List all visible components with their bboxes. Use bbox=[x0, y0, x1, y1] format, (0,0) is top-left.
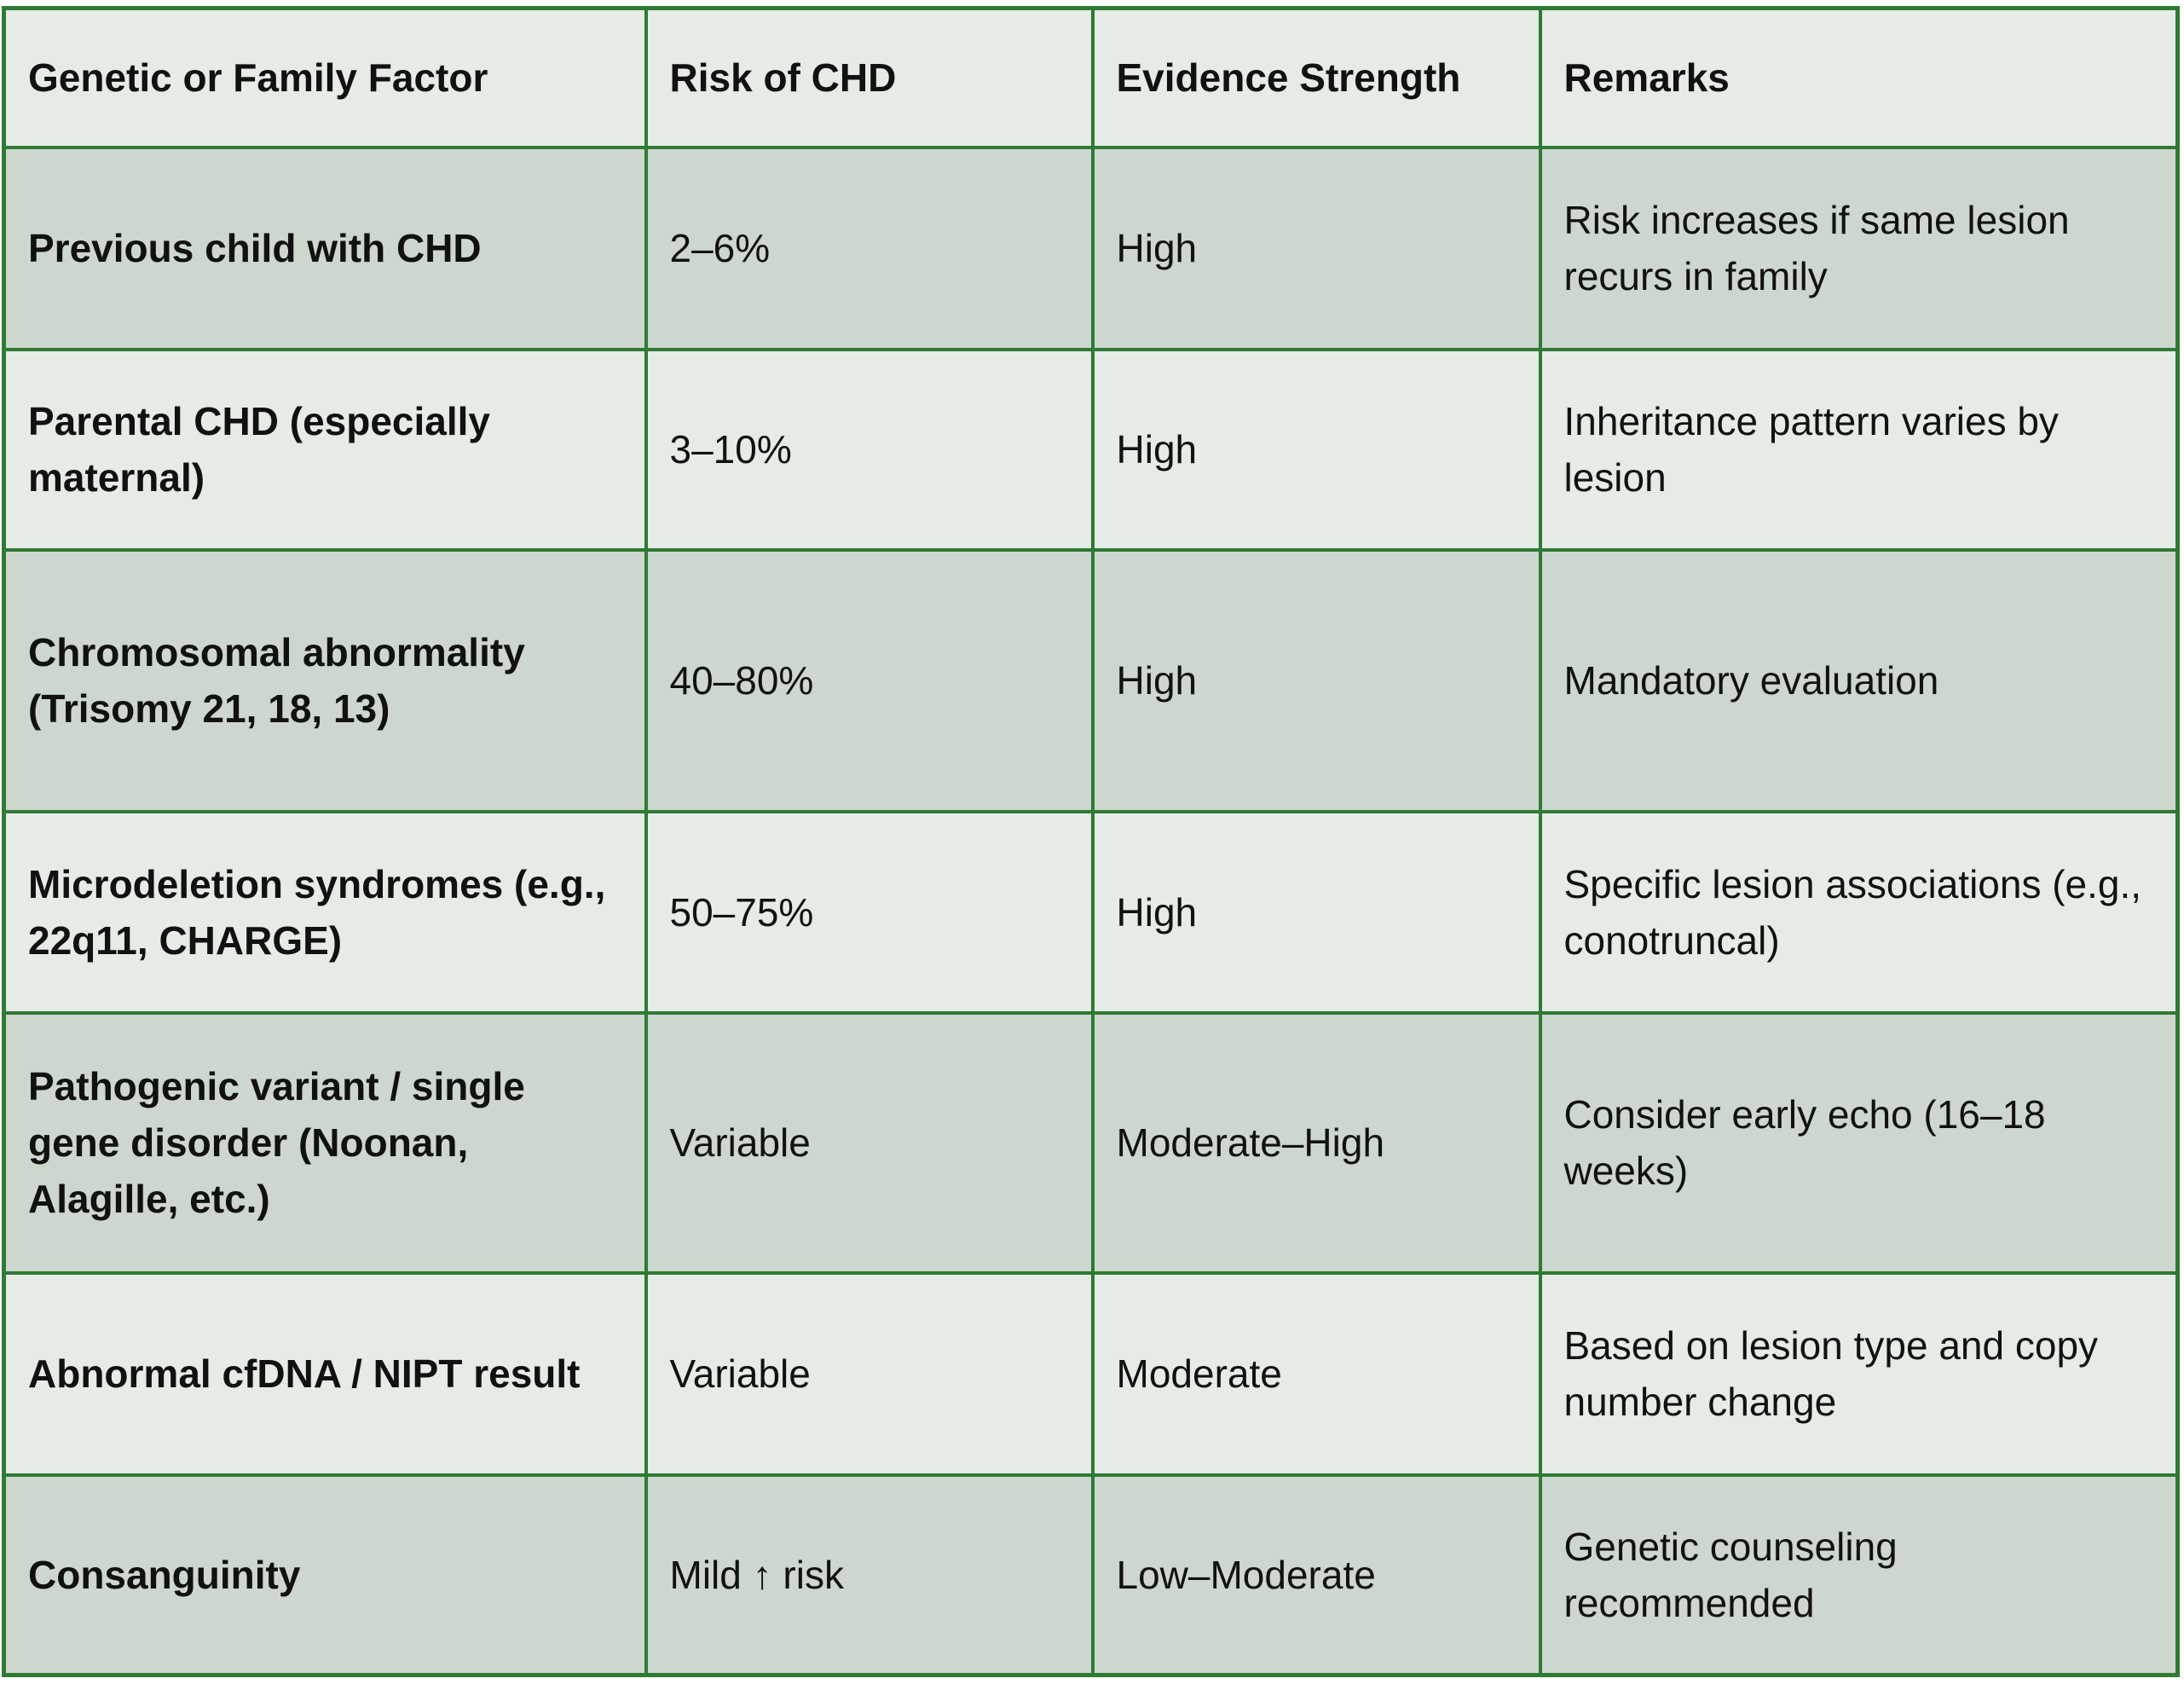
table-cell: Moderate–High bbox=[1090, 1010, 1542, 1275]
header-row: Genetic or Family Factor Risk of CHD Evide… bbox=[2, 6, 2180, 149]
table-cell: Variable bbox=[644, 1270, 1095, 1477]
factor-cell: Chromosomal abnormality (Trisomy 21, 18,… bbox=[2, 547, 648, 813]
factor-cell: Abnormal cfDNA / NIPT result bbox=[2, 1270, 648, 1477]
table-cell: Low–Moderate bbox=[1090, 1473, 1542, 1677]
table-cell: 40–80% bbox=[644, 547, 1095, 813]
table-cell: High bbox=[1090, 145, 1542, 351]
table-cell: Mandatory evaluation bbox=[1538, 547, 2180, 813]
table-cell: Consider early echo (16–18 weeks) bbox=[1538, 1010, 2180, 1275]
table-cell: 2–6% bbox=[644, 145, 1095, 351]
table-cell: 50–75% bbox=[644, 809, 1095, 1015]
table-body: Previous child with CHD 2–6% High Risk incr… bbox=[2, 145, 2180, 1677]
table-cell: Moderate bbox=[1090, 1270, 1542, 1477]
table-row: Microdeletion syndromes (e.g., 22q11, CH… bbox=[2, 809, 2180, 1015]
table-cell: Risk increases if same lesion recurs in … bbox=[1538, 145, 2180, 351]
table-row: Abnormal cfDNA / NIPT result Variable Mode… bbox=[2, 1270, 2180, 1477]
header-cell: Evidence Strength bbox=[1090, 6, 1542, 149]
table-row: Pathogenic variant / single gene disorde… bbox=[2, 1010, 2180, 1275]
table-cell: High bbox=[1090, 547, 1542, 813]
table-row: Consanguinity Mild ↑ risk Low–Moderate Gene… bbox=[2, 1473, 2180, 1677]
header-cell: Risk of CHD bbox=[644, 6, 1095, 149]
table-row: Previous child with CHD 2–6% High Risk incr… bbox=[2, 145, 2180, 351]
table-cell: High bbox=[1090, 809, 1542, 1015]
table-cell: Genetic counseling recommended bbox=[1538, 1473, 2180, 1677]
table-cell: Mild ↑ risk bbox=[644, 1473, 1095, 1677]
table-cell: Specific lesion associations (e.g., cono… bbox=[1538, 809, 2180, 1015]
header-cell: Genetic or Family Factor bbox=[2, 6, 648, 149]
factor-cell: Pathogenic variant / single gene disorde… bbox=[2, 1010, 648, 1275]
table-cell: Based on lesion type and copy number cha… bbox=[1538, 1270, 2180, 1477]
table-row: Chromosomal abnormality (Trisomy 21, 18,… bbox=[2, 547, 2180, 813]
table-row: Parental CHD (especially maternal) 3–10% H… bbox=[2, 347, 2180, 552]
factor-cell: Parental CHD (especially maternal) bbox=[2, 347, 648, 552]
table-cell: High bbox=[1090, 347, 1542, 552]
table-cell: Variable bbox=[644, 1010, 1095, 1275]
table-cell: 3–10% bbox=[644, 347, 1095, 552]
risk-table: Genetic or Family Factor Risk of CHD Evide… bbox=[2, 6, 2180, 1677]
table-cell: Inheritance pattern varies by lesion bbox=[1538, 347, 2180, 552]
factor-cell: Consanguinity bbox=[2, 1473, 648, 1677]
header-cell: Remarks bbox=[1538, 6, 2180, 149]
factor-cell: Microdeletion syndromes (e.g., 22q11, CH… bbox=[2, 809, 648, 1015]
factor-cell: Previous child with CHD bbox=[2, 145, 648, 351]
table-header: Genetic or Family Factor Risk of CHD Evide… bbox=[2, 6, 2180, 149]
